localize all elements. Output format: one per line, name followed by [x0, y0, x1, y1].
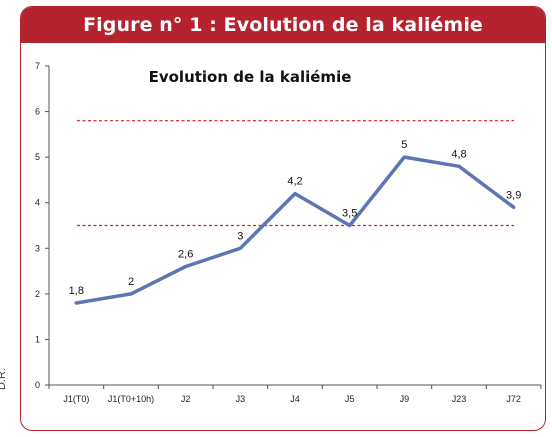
data-point — [74, 301, 78, 305]
data-label: 3 — [237, 230, 243, 242]
data-point — [293, 192, 297, 196]
x-tick-label: J23 — [452, 394, 467, 404]
y-tick-label: 4 — [35, 198, 40, 208]
x-tick-label: J5 — [345, 394, 355, 404]
reference-lines — [77, 120, 514, 227]
y-tick-label: 3 — [35, 243, 40, 253]
x-tick-label: J1(T0) — [63, 394, 89, 404]
figure-banner-title: Figure n° 1 : Evolution de la kaliémie — [21, 7, 545, 43]
data-point — [457, 164, 461, 168]
data-label: 1,8 — [69, 285, 84, 297]
y-tick-label: 7 — [35, 61, 40, 71]
data-label: 4,2 — [287, 176, 302, 188]
x-tick-label: J72 — [506, 394, 521, 404]
figure-frame: Figure n° 1 : Evolution de la kaliémie — [20, 6, 546, 431]
data-label: 3,5 — [342, 208, 357, 220]
data-label: 5 — [401, 139, 407, 151]
data-point — [129, 292, 133, 296]
y-tick-label: 0 — [35, 380, 40, 390]
x-tick-label: J3 — [236, 394, 246, 404]
data-label: 2,6 — [178, 249, 193, 261]
x-tick-label: J9 — [400, 394, 410, 404]
data-point — [184, 265, 188, 269]
chart-axes: 0 1 2 3 4 5 6 7 J1(T0) J1(T0+10h) J2 J3 J4 J5 J9 J23 J72 — [35, 61, 542, 404]
series-line — [74, 155, 516, 305]
x-tick-label: J4 — [290, 394, 300, 404]
y-tick-label: 1 — [35, 334, 40, 344]
data-point — [512, 205, 516, 209]
chart-title: Evolution de la kaliémie — [149, 68, 352, 86]
data-point — [402, 155, 406, 159]
y-tick-label: 5 — [35, 152, 40, 162]
x-tick-label: J2 — [181, 394, 191, 404]
data-point — [238, 246, 242, 250]
y-tick-label: 6 — [35, 107, 40, 117]
data-label: 2 — [128, 276, 134, 288]
data-labels: 1,8 2 2,6 3 4,2 3,5 5 4,8 3,9 — [69, 139, 522, 297]
y-tick-label: 2 — [35, 289, 40, 299]
data-point — [348, 224, 352, 227]
data-label: 3,9 — [506, 189, 521, 201]
data-label: 4,8 — [451, 148, 466, 160]
x-tick-label: J1(T0+10h) — [108, 394, 154, 404]
